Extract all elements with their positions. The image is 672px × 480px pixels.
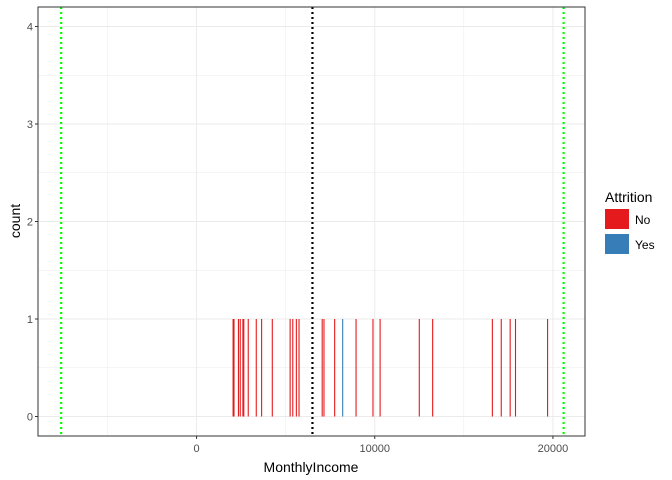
y-tick-label: 4 bbox=[27, 22, 33, 34]
legend-key-yes bbox=[605, 234, 629, 254]
y-axis-ticks: 0 1 2 3 4 bbox=[27, 22, 38, 424]
legend-title: Attrition bbox=[605, 189, 652, 205]
legend-label-yes: Yes bbox=[635, 238, 655, 252]
x-tick-label: 0 bbox=[194, 443, 200, 455]
y-axis-title: count bbox=[7, 204, 23, 238]
x-axis-title: MonthlyIncome bbox=[264, 459, 359, 475]
legend: Attrition No Yes bbox=[605, 189, 655, 254]
reference-lines bbox=[60, 7, 565, 436]
legend-key-no bbox=[605, 209, 629, 229]
x-tick-label: 20000 bbox=[538, 443, 569, 455]
x-tick-label: 10000 bbox=[359, 443, 390, 455]
y-tick-label: 1 bbox=[27, 314, 33, 326]
legend-label-no: No bbox=[635, 213, 651, 227]
y-tick-label: 3 bbox=[27, 119, 33, 131]
x-axis-ticks: 0 10000 20000 bbox=[194, 436, 569, 455]
histogram-bars bbox=[232, 319, 549, 417]
y-tick-label: 0 bbox=[27, 412, 33, 424]
y-tick-label: 2 bbox=[27, 217, 33, 229]
